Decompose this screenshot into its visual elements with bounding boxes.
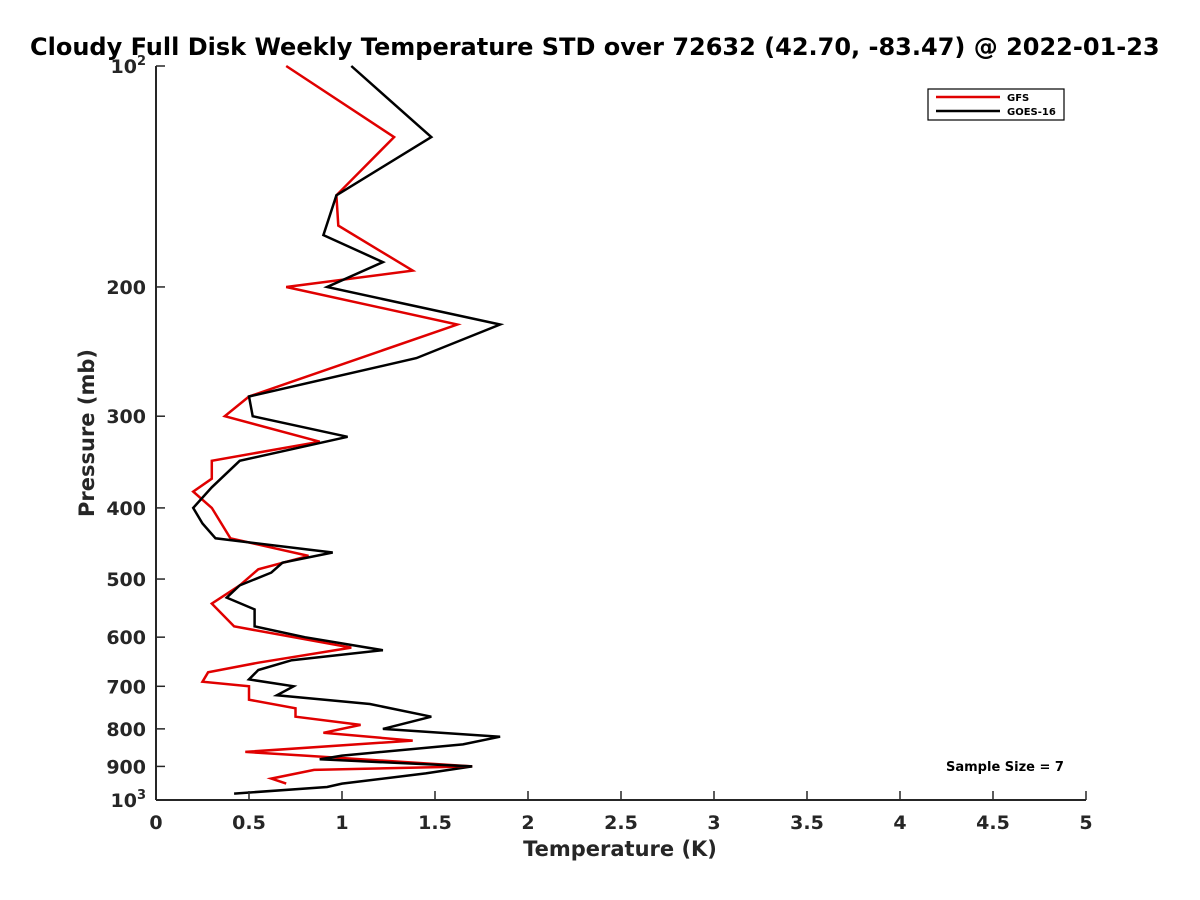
legend-box — [927, 88, 1065, 121]
series-line-gfs — [191, 64, 473, 785]
y-tick-label: 800 — [106, 719, 146, 741]
x-tick-label: 1 — [335, 812, 348, 834]
y-tick-label: 400 — [106, 498, 146, 520]
x-ticks: 0 0.5 1 1.5 2 2.5 3 3.5 4 4.5 5 — [149, 791, 1093, 834]
legend-label-goes16: GOES-16 — [1007, 107, 1056, 118]
y-tick-label: 300 — [106, 406, 146, 428]
y-axis-label: Pressure (mb) — [75, 349, 99, 517]
x-tick-label: 1.5 — [418, 812, 452, 834]
legend: GFS GOES-16 — [927, 88, 1065, 121]
x-tick-label: 3.5 — [790, 812, 824, 834]
y-tick-label: 600 — [106, 627, 146, 649]
x-tick-label: 4 — [893, 812, 906, 834]
y-tick-label: 102 — [111, 54, 147, 78]
series-line-goes16 — [191, 65, 505, 795]
x-tick-label: 0.5 — [232, 812, 266, 834]
y-tick-label: 200 — [106, 277, 146, 299]
y-tick-label: 500 — [106, 569, 146, 591]
x-tick-label: 3 — [707, 812, 720, 834]
legend-label-gfs: GFS — [1007, 93, 1029, 104]
sample-size-annotation: Sample Size = 7 — [946, 760, 1064, 775]
x-tick-label: 5 — [1079, 812, 1092, 834]
x-tick-label: 4.5 — [976, 812, 1010, 834]
y-ticks: 102 200 300 400 500 600 700 800 900 103 — [106, 54, 165, 812]
x-axis-label: Temperature (K) — [523, 837, 717, 861]
y-tick-label: 103 — [111, 788, 147, 812]
x-tick-label: 2 — [521, 812, 534, 834]
y-tick-label: 700 — [106, 676, 146, 698]
y-tick-label: 900 — [106, 756, 146, 778]
plot-lines — [191, 64, 505, 795]
x-tick-label: 2.5 — [604, 812, 638, 834]
x-tick-label: 0 — [149, 812, 162, 834]
chart-title: Cloudy Full Disk Weekly Temperature STD … — [30, 33, 1160, 61]
